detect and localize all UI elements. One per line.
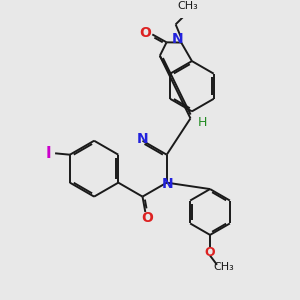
Text: N: N (172, 32, 184, 46)
Text: N: N (161, 177, 173, 191)
Text: H: H (197, 116, 207, 129)
Text: O: O (140, 26, 151, 40)
Text: CH₃: CH₃ (214, 262, 234, 272)
Text: CH₃: CH₃ (178, 1, 199, 11)
Text: O: O (141, 211, 153, 225)
Text: O: O (205, 246, 215, 259)
Text: I: I (46, 146, 51, 161)
Text: N: N (137, 132, 148, 146)
